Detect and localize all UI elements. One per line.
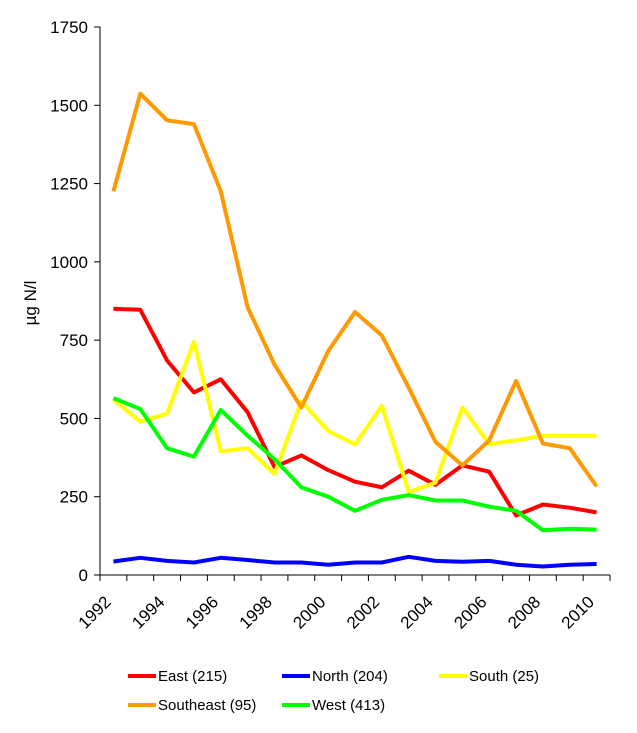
legend-label-south: South (25) bbox=[469, 668, 539, 685]
legend-label-southeast: Southeast (95) bbox=[158, 697, 256, 714]
y-tick-label: 1000 bbox=[50, 253, 88, 272]
y-tick-label: 1750 bbox=[50, 18, 88, 37]
x-tick-label: 2008 bbox=[504, 592, 544, 632]
x-tick-label: 2004 bbox=[397, 592, 437, 632]
y-axis-label: µg N/l bbox=[21, 281, 40, 326]
legend-label-east: East (215) bbox=[158, 668, 227, 685]
legend-label-north: North (204) bbox=[312, 668, 388, 685]
x-tick-label: 2002 bbox=[343, 592, 383, 632]
legend: East (215) North (204) South (25) Southeast… bbox=[128, 668, 539, 714]
series-group bbox=[111, 91, 599, 569]
y-tick-label: 1250 bbox=[50, 175, 88, 194]
y-axis: 0 250 500 750 1000 1250 1500 1750 bbox=[50, 18, 101, 585]
series-line-south bbox=[112, 339, 597, 494]
x-tick-label: 2006 bbox=[450, 592, 490, 632]
x-tick-label: 1992 bbox=[75, 592, 115, 632]
x-tick-label: 1994 bbox=[128, 592, 168, 632]
y-tick-label: 250 bbox=[60, 488, 88, 507]
y-axis-title: µg N/l bbox=[21, 281, 40, 326]
x-tick-label: 2010 bbox=[558, 592, 598, 632]
x-tick-label: 2000 bbox=[289, 592, 329, 632]
y-tick-label: 0 bbox=[79, 566, 88, 585]
series-line-west bbox=[112, 396, 597, 533]
series-line-east bbox=[113, 306, 597, 518]
series-line-southeast bbox=[111, 91, 599, 488]
x-tick-label: 1996 bbox=[182, 592, 222, 632]
legend-label-west: West (413) bbox=[312, 697, 385, 714]
x-tick-label: 1998 bbox=[236, 592, 276, 632]
y-tick-label: 750 bbox=[60, 331, 88, 350]
x-axis: 1992 1994 1996 1998 2000 2002 2004 2006 2008 2010 bbox=[75, 574, 611, 633]
series-line-north bbox=[113, 554, 597, 569]
y-tick-label: 500 bbox=[60, 409, 88, 428]
y-tick-label: 1500 bbox=[50, 96, 88, 115]
